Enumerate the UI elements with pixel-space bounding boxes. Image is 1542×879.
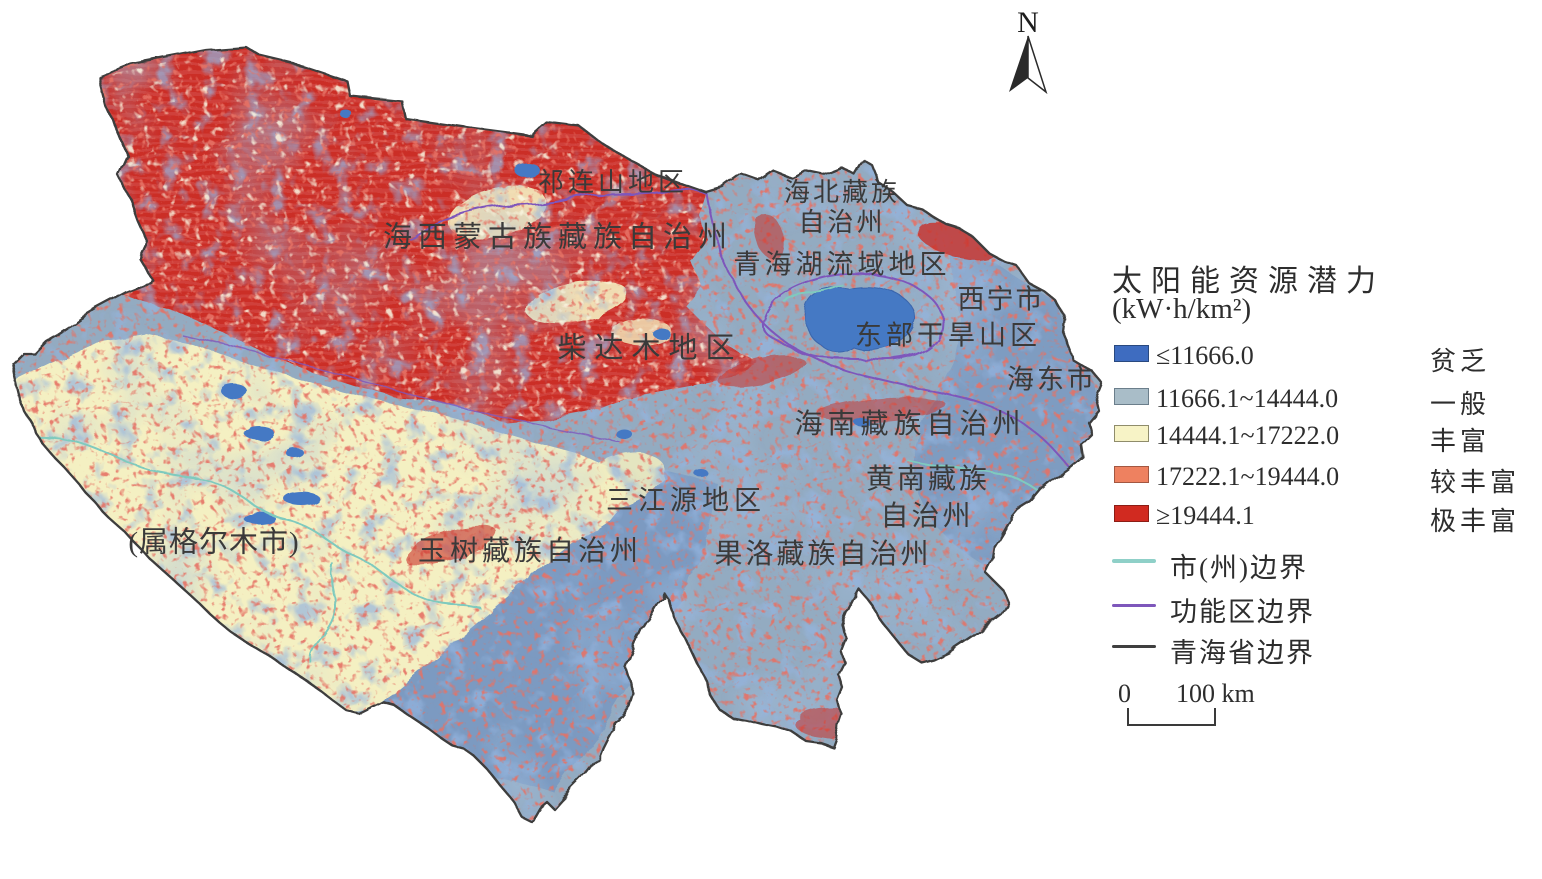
legend-row-extremely-rich: ≥19444.1 极丰富 <box>1112 501 1542 536</box>
map-label-haixi: 海西蒙古族藏族自治州 <box>382 221 734 254</box>
legend-grade: 贫乏 <box>1430 347 1491 376</box>
lake <box>852 415 868 425</box>
north-arrow: N <box>1009 6 1048 95</box>
map-label-sanjiangyuan: 三江源地区 <box>606 485 766 516</box>
map-label-huangnan-line2: 自治州 <box>880 501 974 532</box>
map-label-haibei-line1: 海北藏族 <box>783 178 901 207</box>
legend-row-functional-zone-boundary: 功能区边界 <box>1112 590 1542 627</box>
lake <box>339 109 351 117</box>
legend-range: ≤11666.0 <box>1156 341 1254 370</box>
map-label-hainan: 海南藏族自治州 <box>794 409 1026 440</box>
color-swatch-extremely-rich <box>1114 505 1149 522</box>
scale-bar <box>1127 708 1216 726</box>
legend-grade: 一般 <box>1430 390 1491 419</box>
legend-range: 11666.1~14444.0 <box>1156 384 1339 413</box>
functional-zone-boundary-lines <box>179 186 1069 467</box>
map-label-eastern-arid-mountains: 东部干旱山区 <box>855 320 1041 351</box>
legend-row-prefecture-boundary: 市(州)边界 <box>1112 546 1542 583</box>
north-arrow-left-half <box>1009 36 1028 92</box>
qinghai-lake <box>802 285 913 352</box>
legend-unit: (kW·h/km²) <box>1112 293 1252 325</box>
color-swatch-rich <box>1114 425 1149 442</box>
color-swatch-poor <box>1114 345 1149 362</box>
legend-line-label: 青海省边界 <box>1170 638 1315 668</box>
color-swatch-moderate <box>1114 388 1149 405</box>
legend-row-moderate: 11666.1~14444.0 一般 <box>1112 384 1542 419</box>
map-body <box>10 44 1102 822</box>
lake <box>220 383 246 397</box>
map-label-qilianshan: 祁连山地区 <box>537 168 689 197</box>
map-label-huangnan-line1: 黄南藏族 <box>865 464 991 495</box>
legend-line-label: 市(州)边界 <box>1170 553 1308 583</box>
legend-grade: 较丰富 <box>1430 468 1521 497</box>
color-swatch-fairly-rich <box>1114 466 1149 483</box>
map-label-haidong: 海东市 <box>1007 364 1097 395</box>
lake <box>282 490 318 504</box>
lake <box>242 511 274 523</box>
legend-row-poor: ≤11666.0 贫乏 <box>1112 341 1542 376</box>
legend-row-rich: 14444.1~17222.0 丰富 <box>1112 421 1542 456</box>
map-label-guoluo: 果洛藏族自治州 <box>714 539 932 570</box>
scale-end-label: 100 km <box>1176 679 1255 708</box>
legend-line-label: 功能区边界 <box>1170 597 1315 627</box>
lake <box>651 327 669 337</box>
functional-zone-boundary-swatch <box>1112 604 1156 607</box>
map-label-qinghai-lake-basin: 青海湖流域地区 <box>733 249 951 280</box>
legend-range: 17222.1~19444.0 <box>1156 462 1340 491</box>
north-label: N <box>1017 6 1039 39</box>
map-label-golmud: (属格尔木市) <box>128 526 300 559</box>
lake <box>614 427 630 437</box>
lake <box>512 161 538 175</box>
legend-row-fairly-rich: 17222.1~19444.0 较丰富 <box>1112 462 1542 497</box>
map-label-yushu: 玉树藏族自治州 <box>417 536 643 567</box>
prefecture-boundary-swatch <box>1112 559 1156 563</box>
province-boundary-swatch <box>1112 645 1156 648</box>
legend-range: ≥19444.1 <box>1156 501 1255 530</box>
map-label-haibei-line2: 自治州 <box>798 208 886 237</box>
north-arrow-right-half <box>1027 35 1048 95</box>
legend-row-province-boundary: 青海省边界 <box>1112 631 1542 668</box>
legend-grade: 丰富 <box>1430 427 1491 456</box>
lake <box>286 448 304 458</box>
legend-range: 14444.1~17222.0 <box>1156 421 1340 450</box>
scale-start-label: 0 <box>1118 679 1131 708</box>
map-label-qaidam: 柴达木地区 <box>557 332 743 365</box>
legend-title: 太阳能资源潜力 <box>1112 265 1385 298</box>
legend-grade: 极丰富 <box>1430 507 1521 536</box>
lake <box>243 425 273 439</box>
map-label-xining: 西宁市 <box>957 284 1045 315</box>
lake <box>693 468 707 476</box>
